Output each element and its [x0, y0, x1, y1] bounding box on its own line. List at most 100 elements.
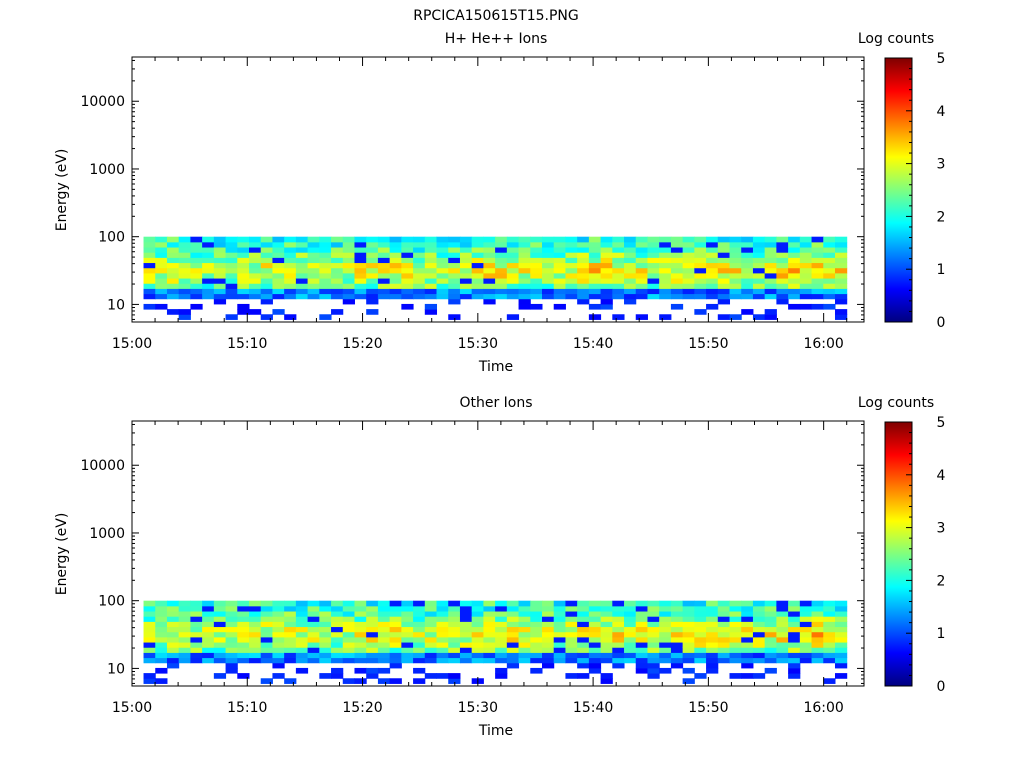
heatmap-cell [635, 314, 648, 320]
heatmap-cell [307, 252, 320, 258]
heatmap-cell [225, 293, 238, 300]
heatmap-cell [354, 257, 367, 264]
heatmap-cell [178, 621, 191, 628]
heatmap-cell [670, 642, 684, 648]
heatmap-cell [799, 642, 813, 648]
heatmap-cell [342, 293, 355, 300]
heatmap-cell [518, 611, 531, 617]
heatmap-cell [331, 626, 344, 633]
heatmap-cell [342, 678, 355, 684]
heatmap-cell [565, 288, 578, 295]
heatmap-cell [764, 241, 777, 248]
heatmap-cell [413, 657, 426, 664]
heatmap-cell [143, 673, 156, 679]
heatmap-cell [624, 288, 637, 295]
heatmap-cell [424, 647, 438, 653]
heatmap-cell [717, 642, 731, 648]
heatmap-cell [401, 257, 414, 264]
heatmap-cell [764, 278, 777, 284]
heatmap-cell [213, 657, 227, 664]
heatmap-cell [577, 288, 590, 295]
heatmap-cell [483, 611, 496, 617]
heatmap-cell [647, 247, 660, 253]
heatmap-cell [553, 626, 566, 633]
heatmap-cell [202, 647, 215, 653]
y-tick-label: 1000 [89, 526, 125, 542]
heatmap-cell [225, 272, 238, 279]
heatmap-cell [213, 616, 227, 622]
heatmap-cell [295, 631, 309, 638]
heatmap-cell [682, 611, 695, 617]
heatmap-cell [436, 626, 449, 633]
heatmap-cell [776, 278, 789, 284]
heatmap-cell [424, 236, 438, 243]
heatmap-cell [565, 252, 578, 258]
heatmap-cell [659, 314, 672, 320]
heatmap-cell [799, 611, 813, 617]
heatmap-cell [471, 626, 484, 633]
heatmap-cell [459, 247, 473, 253]
heatmap-cell [717, 600, 731, 607]
heatmap-cell [459, 616, 473, 622]
heatmap-cell [377, 642, 391, 648]
heatmap-cell [811, 647, 824, 653]
heatmap-cell [155, 616, 168, 622]
heatmap-cell [155, 241, 168, 248]
heatmap-cell [553, 611, 566, 617]
heatmap-cell [752, 621, 766, 628]
heatmap-cell [284, 647, 297, 653]
heatmap-cell [670, 657, 684, 664]
heatmap-cell [729, 600, 742, 607]
heatmap-cell [166, 647, 180, 653]
heatmap-cell [647, 288, 660, 295]
heatmap-cell [530, 247, 543, 253]
heatmap-cell [377, 283, 391, 289]
heatmap-cell [319, 636, 332, 643]
heatmap-cell [143, 283, 156, 289]
heatmap-cell [284, 621, 297, 628]
heatmap-cell [155, 621, 168, 628]
heatmap-cell [670, 247, 684, 253]
heatmap-cell [553, 600, 566, 607]
heatmap-cell [401, 611, 414, 617]
heatmap-cell [647, 667, 660, 674]
heatmap-cell [542, 621, 555, 628]
heatmap-cell [260, 616, 273, 622]
heatmap-cell [565, 236, 578, 243]
heatmap-cell [495, 236, 508, 243]
heatmap-cell [799, 647, 813, 653]
heatmap-cell [436, 283, 449, 289]
heatmap-cell [577, 600, 590, 607]
heatmap-cell [331, 293, 344, 300]
heatmap-cell [600, 652, 613, 659]
heatmap-cell [694, 605, 707, 612]
heatmap-cell [717, 631, 731, 638]
heatmap-cell [307, 657, 320, 664]
heatmap-cell [694, 257, 707, 264]
heatmap-cell [272, 309, 285, 315]
heatmap-cell [776, 600, 789, 607]
heatmap-cell [506, 283, 520, 289]
heatmap-cell [506, 293, 520, 300]
heatmap-cell [424, 293, 438, 300]
heatmap-cell [284, 642, 297, 648]
heatmap-cell [249, 600, 262, 607]
heatmap-cell [530, 642, 543, 648]
heatmap-cell [389, 236, 402, 243]
heatmap-cell [190, 631, 203, 638]
heatmap-cell [635, 267, 648, 274]
heatmap-cell [319, 257, 332, 264]
heatmap-cell [331, 657, 344, 664]
heatmap-cell [506, 257, 520, 264]
heatmap-cell [366, 247, 379, 253]
heatmap-cell [448, 626, 461, 633]
heatmap-cell [225, 236, 238, 243]
heatmap-cell [811, 257, 824, 264]
heatmap-cell [155, 293, 168, 300]
heatmap-cell [729, 314, 742, 320]
heatmap-cell [717, 621, 731, 628]
heatmap-cell [670, 662, 684, 669]
heatmap-cell [459, 241, 473, 248]
